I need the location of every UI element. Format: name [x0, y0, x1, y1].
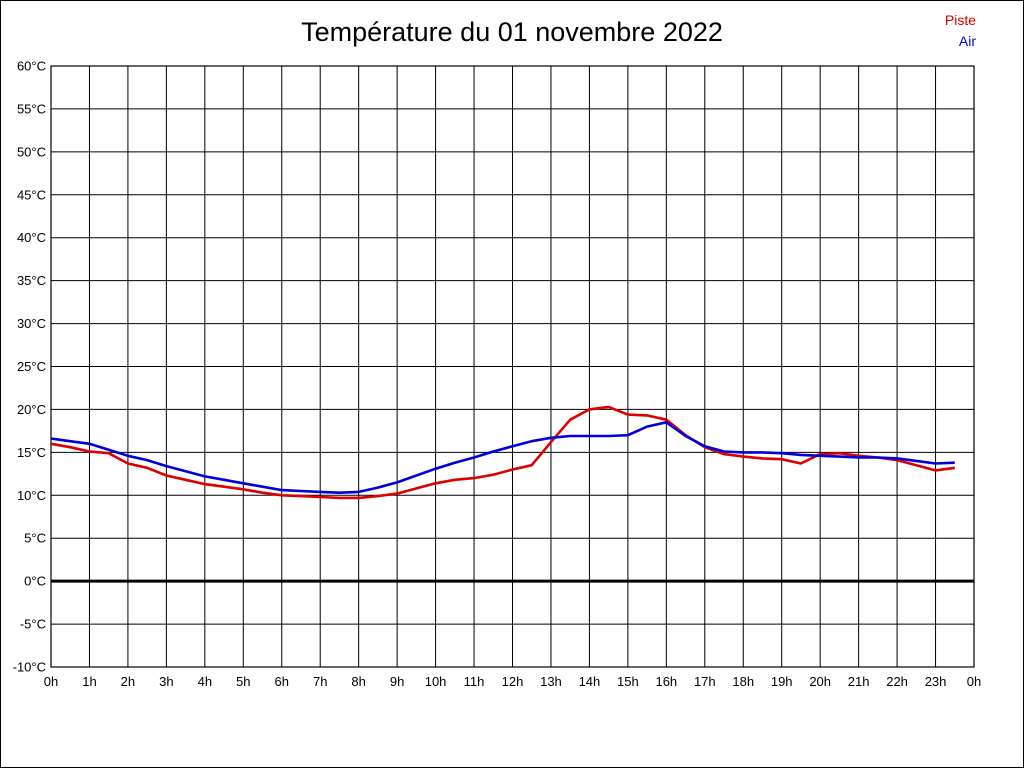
x-tick-label: 15h — [617, 674, 639, 689]
chart-title: Température du 01 novembre 2022 — [301, 17, 723, 47]
y-tick-label: 0°C — [24, 574, 46, 589]
y-tick-label: 10°C — [17, 488, 46, 503]
legend-item-piste: Piste — [944, 12, 976, 28]
y-tick-label: 55°C — [17, 101, 46, 116]
x-tick-label: 23h — [925, 674, 947, 689]
y-tick-label: 60°C — [17, 59, 46, 74]
y-tick-label: 30°C — [17, 316, 46, 331]
y-tick-label: 5°C — [24, 531, 46, 546]
x-tick-label: 1h — [82, 674, 96, 689]
x-tick-label: 14h — [579, 674, 601, 689]
x-tick-label: 7h — [313, 674, 327, 689]
x-tick-label: 0h — [967, 674, 981, 689]
x-tick-label: 6h — [275, 674, 289, 689]
x-tick-label: 13h — [540, 674, 562, 689]
legend: Piste Air — [945, 10, 976, 52]
x-tick-label: 3h — [159, 674, 173, 689]
y-tick-label: 20°C — [17, 402, 46, 417]
x-tick-label: 22h — [886, 674, 908, 689]
plot-border — [50, 65, 975, 668]
x-tick-label: 4h — [198, 674, 212, 689]
y-tick-label: 15°C — [17, 445, 46, 460]
x-tick-label: 11h — [464, 674, 485, 689]
x-tick-label: 18h — [732, 674, 754, 689]
x-tick-label: 9h — [390, 674, 404, 689]
x-tick-label: 17h — [694, 674, 716, 689]
legend-item-air: Air — [958, 33, 976, 49]
x-tick-label: 21h — [848, 674, 870, 689]
x-tick-label: 5h — [236, 674, 250, 689]
series-line-piste — [50, 405, 955, 500]
y-tick-label: 50°C — [17, 144, 46, 159]
x-tick-label: 10h — [425, 674, 447, 689]
x-tick-label: 19h — [771, 674, 793, 689]
y-tick-label: -10°C — [13, 660, 46, 675]
y-tick-label: 35°C — [17, 273, 46, 288]
y-tick-label: 45°C — [17, 187, 46, 202]
x-tick-label: 12h — [502, 674, 524, 689]
x-tick-label: 8h — [351, 674, 365, 689]
y-tick-label: 25°C — [17, 359, 46, 374]
y-tick-label: 40°C — [17, 230, 46, 245]
series-line-air — [50, 420, 955, 495]
x-tick-label: 16h — [655, 674, 677, 689]
x-tick-label: 0h — [44, 674, 58, 689]
y-tick-label: -5°C — [20, 617, 46, 632]
x-tick-label: 2h — [121, 674, 135, 689]
x-tick-label: 20h — [809, 674, 831, 689]
